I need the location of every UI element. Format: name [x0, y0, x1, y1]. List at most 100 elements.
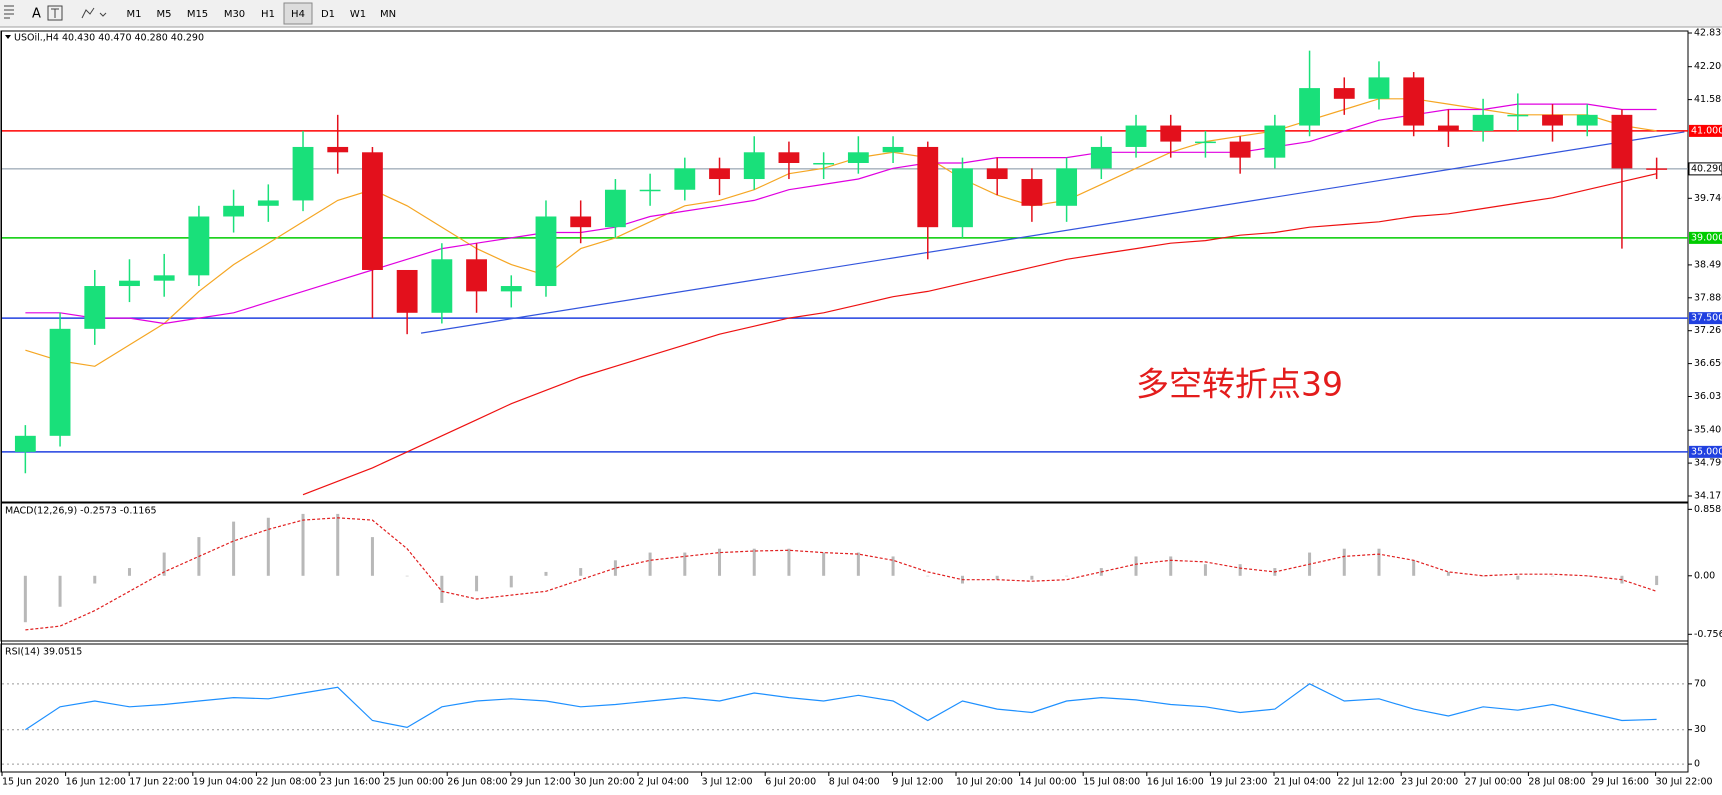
candle-body — [84, 286, 106, 329]
x-tick-label: 2 Jul 04:00 — [638, 777, 689, 788]
macd-histogram-bar — [1134, 556, 1138, 576]
macd-histogram-bar — [440, 575, 444, 603]
candle-body — [813, 162, 835, 165]
candle-body — [1333, 88, 1355, 99]
candle-body — [49, 328, 71, 436]
x-tick-label: 15 Jun 2020 — [2, 777, 59, 788]
text-tool-icon[interactable] — [47, 5, 63, 21]
candle-body — [292, 146, 314, 201]
candle-body — [1195, 141, 1216, 144]
y-tick-label: 41.585 — [1694, 94, 1722, 105]
macd-histogram-bar — [891, 556, 895, 576]
indicator-title: RSI(14) 39.0515 — [5, 647, 82, 658]
candle-body — [1090, 146, 1112, 169]
y-tick-label: 37.265 — [1694, 325, 1722, 336]
candle-body — [257, 200, 279, 206]
x-tick-label: 21 Jul 04:00 — [1274, 777, 1331, 788]
timeframe-button[interactable]: M1 — [127, 9, 142, 20]
current-price-box — [1688, 162, 1722, 176]
timeframe-button[interactable]: H1 — [261, 9, 275, 20]
timeframe-button[interactable]: W1 — [350, 9, 366, 20]
candle-body — [1264, 125, 1286, 158]
candle-body — [119, 280, 140, 287]
candle-body — [153, 275, 175, 281]
macd-histogram-bar — [648, 552, 652, 576]
timeframe-button[interactable]: D1 — [321, 9, 335, 20]
trendline — [420, 131, 1685, 334]
candle-body — [1542, 114, 1563, 126]
macd-histogram-bar — [1481, 575, 1485, 577]
x-tick-label: 9 Jul 12:00 — [892, 777, 943, 788]
candle-body — [847, 152, 869, 163]
y-tick-label: 36.650 — [1694, 358, 1722, 369]
y-tick-label: 37.880 — [1694, 292, 1722, 303]
candle-body — [986, 168, 1008, 180]
candle-body — [1229, 141, 1251, 158]
macd-pane — [0, 502, 1689, 642]
candle-body — [327, 146, 349, 153]
y-tick-label: 0 — [1694, 759, 1700, 770]
candle-body — [396, 269, 418, 313]
moving-average-line — [25, 103, 1657, 325]
timeframe-button[interactable]: H4 — [291, 9, 305, 20]
y-tick-label: 36.035 — [1694, 391, 1722, 402]
rsi-line — [25, 683, 1657, 731]
x-tick-label: 27 Jul 00:00 — [1465, 777, 1522, 788]
y-tick-label: -0.7562 — [1694, 629, 1722, 640]
candle-body — [14, 435, 36, 452]
candle-body — [1472, 114, 1494, 131]
toolbar — [0, 0, 1722, 27]
y-tick-label: 0.00 — [1694, 570, 1715, 581]
candle-body — [778, 152, 800, 163]
macd-histogram-bar — [23, 575, 27, 623]
macd-histogram-bar — [162, 552, 166, 576]
x-tick-label: 29 Jul 16:00 — [1592, 777, 1649, 788]
main-pane — [0, 30, 1689, 503]
candle-body — [431, 259, 453, 313]
timeframe-button-active — [283, 2, 313, 25]
candle-body — [1299, 88, 1320, 126]
candle-body — [1646, 168, 1668, 170]
x-tick-label: 26 Jun 08:00 — [447, 777, 507, 788]
macd-histogram-bar — [370, 537, 374, 576]
macd-histogram-bar — [509, 575, 513, 588]
moving-average-line — [302, 173, 1657, 496]
macd-histogram-bar — [1342, 548, 1346, 576]
candle-body — [604, 189, 626, 228]
macd-histogram-bar — [1655, 575, 1659, 586]
x-tick-label: 28 Jul 08:00 — [1528, 777, 1585, 788]
timeframe-button[interactable]: M5 — [157, 9, 172, 20]
candle-body — [639, 189, 661, 192]
candle-body — [1611, 114, 1633, 169]
macd-histogram-bar — [856, 552, 860, 576]
candle-body — [674, 168, 696, 190]
y-tick-label: 39.740 — [1694, 193, 1722, 204]
timeframe-button[interactable]: MN — [380, 9, 396, 20]
timeframe-button[interactable]: M30 — [224, 9, 245, 20]
macd-histogram-bar — [93, 575, 97, 584]
x-tick-label: 6 Jul 20:00 — [765, 777, 816, 788]
x-tick-label: 10 Jul 20:00 — [956, 777, 1013, 788]
label-tool[interactable]: A — [32, 7, 41, 22]
x-tick-label: 19 Jun 04:00 — [193, 777, 253, 788]
level-label: 41.000 — [1691, 125, 1722, 136]
y-tick-label: 35.405 — [1694, 425, 1722, 436]
candle-body — [709, 168, 730, 180]
candle-body — [1021, 179, 1043, 206]
moving-average-line — [25, 98, 1657, 367]
macd-histogram-bar — [1065, 575, 1069, 577]
macd-histogram-bar — [127, 568, 131, 576]
timeframe-button[interactable]: M15 — [187, 9, 208, 20]
y-tick-label: 42.830 — [1694, 28, 1722, 39]
menu-icon — [4, 5, 14, 19]
candle-body — [1507, 114, 1529, 117]
candle-body — [188, 216, 210, 276]
level-label-box — [1689, 312, 1722, 325]
macd-histogram-bar — [1516, 575, 1520, 580]
macd-histogram-bar — [1377, 548, 1381, 576]
rsi-pane — [0, 643, 1689, 773]
x-tick-label: 19 Jul 23:00 — [1210, 777, 1267, 788]
candle-body — [743, 152, 765, 180]
text-tool-glyph — [51, 8, 59, 18]
objects-tool-icon[interactable] — [81, 7, 107, 19]
